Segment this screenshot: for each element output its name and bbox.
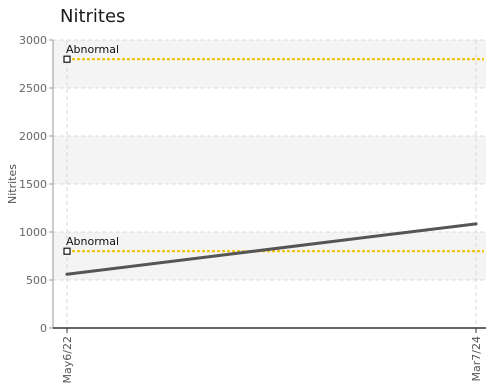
y-tick-label: 1000 [19, 226, 47, 239]
threshold-marker [63, 247, 71, 255]
x-tick-label: May6/22 [61, 336, 74, 383]
y-axis-label: Nitrites [6, 164, 19, 204]
x-tick-label: Mar7/24 [470, 336, 483, 381]
threshold-label: Abnormal [66, 235, 119, 248]
background-band [53, 136, 486, 184]
data-point [65, 272, 69, 276]
x-axis-ticks: May6/22 Mar7/24 [61, 328, 483, 383]
series-line [65, 222, 478, 276]
threshold-label: Abnormal [66, 43, 119, 56]
y-tick-label: 2500 [19, 82, 47, 95]
y-tick-label: 3000 [19, 34, 47, 47]
threshold-lines: Abnormal Abnormal [63, 43, 484, 255]
y-tick-label: 500 [26, 274, 47, 287]
y-axis-ticks: 0 500 1000 1500 2000 2500 3000 [19, 34, 53, 335]
chart-title: Nitrites [60, 6, 126, 27]
threshold-marker [63, 55, 71, 63]
y-tick-label: 1500 [19, 178, 47, 191]
background-band [53, 232, 486, 280]
background-bands [53, 40, 486, 280]
data-point [474, 222, 478, 226]
y-tick-label: 2000 [19, 130, 47, 143]
background-band [53, 40, 486, 88]
y-tick-label: 0 [40, 322, 47, 335]
data-series [65, 222, 478, 276]
